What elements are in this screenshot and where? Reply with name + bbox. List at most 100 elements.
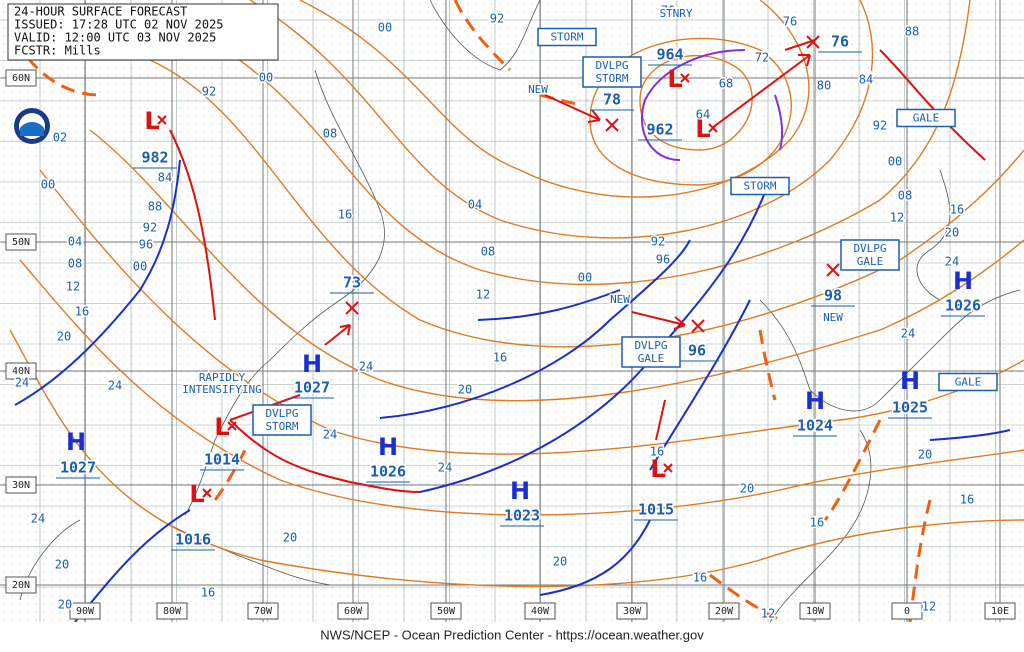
warning-box xyxy=(537,27,597,47)
header-line: FCSTR: Mills xyxy=(14,44,101,58)
warning-text: DVLPG xyxy=(265,407,298,420)
center-x xyxy=(157,115,167,125)
isobar-label: 80 xyxy=(817,79,831,93)
note-text: STNRY xyxy=(659,7,692,20)
isobar-label: 02 xyxy=(53,131,67,145)
isobar-label: 16 xyxy=(950,203,964,217)
center-x xyxy=(663,463,673,473)
isobar-label: 76 xyxy=(661,4,675,18)
isobar-label: 00 xyxy=(259,71,273,85)
lon-label: 70W xyxy=(254,606,273,617)
lat-label-box xyxy=(5,476,37,494)
note-text: NEW xyxy=(610,293,630,306)
center-pressure: 964 xyxy=(656,46,683,64)
isobar-label: 96 xyxy=(656,253,670,267)
center-x xyxy=(826,263,840,277)
isobar-label: 24 xyxy=(323,428,337,442)
warning-text: GALE xyxy=(857,255,884,268)
isobar-label: 20 xyxy=(283,531,297,545)
warning-box xyxy=(582,56,642,88)
lon-label-box xyxy=(524,602,556,620)
isobar-label: 12 xyxy=(476,288,490,302)
note-text: NEW xyxy=(528,83,548,96)
warning-text: DVLPG xyxy=(595,59,628,72)
isobar-label: 20 xyxy=(918,448,932,462)
lon-label-box xyxy=(984,602,1016,620)
isobar-label: 92 xyxy=(490,12,504,26)
isobar-label: 12 xyxy=(890,211,904,225)
header-line: VALID: 12:00 UTC 03 NOV 2025 xyxy=(14,31,216,45)
isobar-label: 64 xyxy=(696,108,710,122)
center-x xyxy=(605,118,619,132)
isobar-label: 00 xyxy=(578,271,592,285)
lat-label: 60N xyxy=(12,73,30,84)
isobar-label: 24 xyxy=(108,379,122,393)
warning-text: STORM xyxy=(265,420,298,433)
isobar-label: 92 xyxy=(873,119,887,133)
warning-text: DVLPG xyxy=(853,242,886,255)
center-pressure: 96 xyxy=(688,342,706,360)
motion-arrows xyxy=(324,54,811,346)
isobar-label: 92 xyxy=(143,221,157,235)
warning-text: STORM xyxy=(743,180,776,193)
isobar-label: 00 xyxy=(41,178,55,192)
lon-label: 30W xyxy=(623,606,642,617)
warning-text: GALE xyxy=(913,112,940,125)
lat-label: 40N xyxy=(12,366,30,377)
isobar-label: 20 xyxy=(58,598,72,612)
center-pressure: 73 xyxy=(343,274,361,292)
lon-label-box xyxy=(69,602,101,620)
center-symbol: H xyxy=(302,350,322,378)
isobar-label: 24 xyxy=(359,360,373,374)
lon-label: 60W xyxy=(344,606,363,617)
lon-label: 20W xyxy=(715,606,734,617)
lon-label: 50W xyxy=(437,606,456,617)
isobar-label: 00 xyxy=(133,260,147,274)
lat-label-box xyxy=(5,233,37,251)
lat-label-box xyxy=(5,576,37,594)
warning-text: GALE xyxy=(955,376,982,389)
isobar-label: 00 xyxy=(888,155,902,169)
lon-label-box xyxy=(891,602,923,620)
center-pressure: 1025 xyxy=(892,399,928,417)
lon-label-box xyxy=(430,602,462,620)
isobar-label: 00 xyxy=(378,21,392,35)
warning-box xyxy=(840,239,900,271)
warning-box xyxy=(252,404,312,436)
isobar-label: 24 xyxy=(31,512,45,526)
lon-label-box xyxy=(156,602,188,620)
center-symbol: L xyxy=(695,115,710,143)
isobar-label: 84 xyxy=(859,73,873,87)
center-pressure: 1024 xyxy=(797,417,833,435)
lat-label-box xyxy=(5,362,37,380)
center-pressure: 982 xyxy=(141,149,168,167)
isobar-label: 16 xyxy=(960,493,974,507)
center-pressure: 962 xyxy=(646,121,673,139)
isobar-label: 16 xyxy=(493,351,507,365)
noaa-logo xyxy=(14,108,50,144)
map-background xyxy=(0,0,1024,622)
lon-label: 80W xyxy=(163,606,182,617)
isobar-label: 24 xyxy=(438,461,452,475)
header-line: 24-HOUR SURFACE FORECAST xyxy=(14,5,187,19)
isobar-label: 16 xyxy=(650,445,664,459)
center-x xyxy=(708,123,718,133)
center-symbol: L xyxy=(189,480,204,508)
isobar-label: 08 xyxy=(481,245,495,259)
header-box xyxy=(7,3,279,61)
labels: 60N 50N 40N 30N 20N 90W 80W 70W 60W 50W 40W 30W 20W 1… xyxy=(5,2,1016,622)
header-line: ISSUED: 17:28 UTC 02 NOV 2025 xyxy=(14,18,224,32)
lon-label-box xyxy=(799,602,831,620)
isobar-label: 12 xyxy=(922,600,936,614)
center-pressure: 1027 xyxy=(294,379,330,397)
lon-label: 10E xyxy=(991,606,1009,617)
warning-text: GALE xyxy=(638,352,665,365)
lon-label: 90W xyxy=(76,606,95,617)
isobar-label: 16 xyxy=(338,208,352,222)
isobar-label: 12 xyxy=(761,607,775,621)
lon-label-box xyxy=(616,602,648,620)
center-symbol: H xyxy=(953,267,973,295)
warning-text: DVLPG xyxy=(634,339,667,352)
warning-box xyxy=(896,108,956,128)
